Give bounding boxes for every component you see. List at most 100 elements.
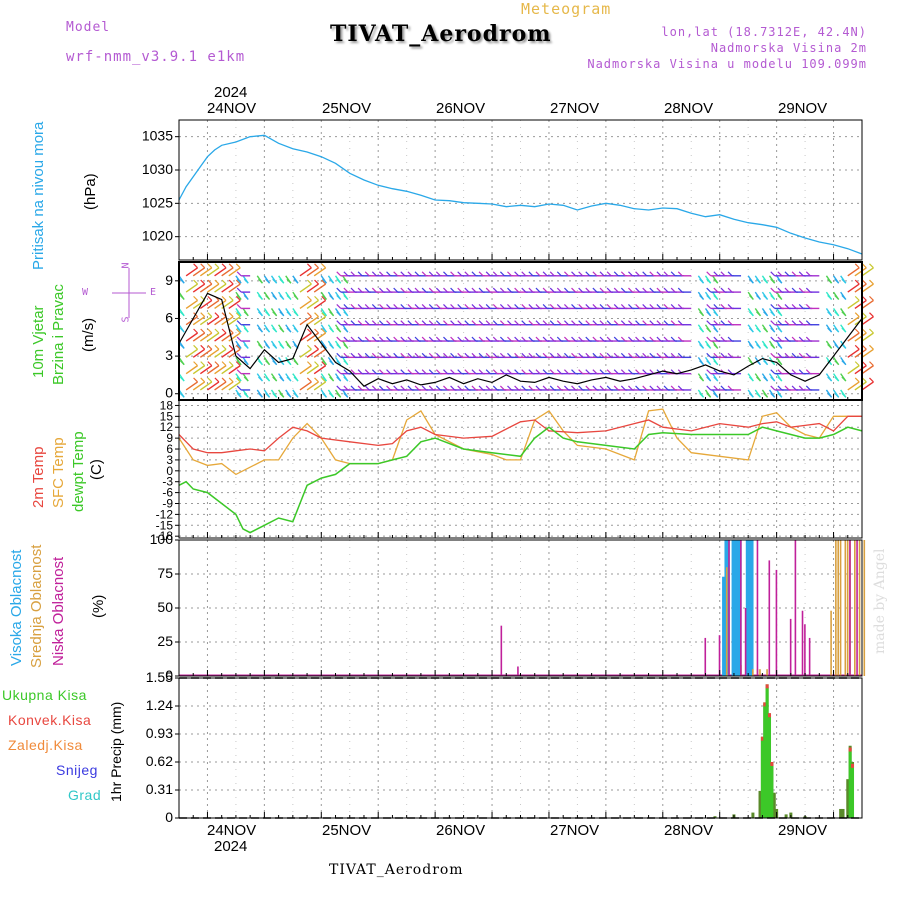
wind-barb-flag [435, 369, 441, 375]
wind-barb-flag [414, 287, 420, 293]
wind-barb-flag [713, 287, 719, 293]
wind-barb [214, 381, 227, 391]
wind-barb-flag [443, 385, 448, 391]
wind-barb-flag [236, 360, 242, 366]
top-day-label: 29NOV [778, 100, 828, 117]
wind-barb [228, 316, 241, 326]
wind-barb-flag [478, 320, 484, 326]
wind-barb-flag [528, 369, 534, 375]
wind-barb-flag [854, 263, 860, 269]
wind-barb-flag [635, 271, 640, 277]
wind-barb-flag [613, 303, 619, 309]
wind-barb-flag [542, 271, 548, 277]
precip-total-bar [713, 816, 717, 818]
wind-barb-flag [336, 385, 342, 391]
wind-barb-flag [235, 344, 241, 350]
product-label: Meteogram [521, 0, 612, 18]
wind-barb [185, 299, 198, 309]
wind-barb-flag [556, 352, 562, 358]
wind-barb-flag [379, 303, 384, 309]
wind-barb-flag [549, 369, 555, 375]
wind-barb-flag [336, 352, 342, 358]
wind-barb-flag [606, 352, 612, 358]
wind-barb-flag [314, 377, 319, 383]
wind-barb-flag [236, 343, 242, 349]
wind-barb [299, 299, 312, 309]
wind-barb-flag [414, 303, 420, 309]
wind-barb [199, 267, 213, 277]
wind-barb-flag [535, 385, 541, 391]
wind-barb-flag [228, 295, 234, 301]
wind-barb-flag [620, 287, 626, 293]
wind-barb-flag [798, 336, 804, 342]
compass-e: E [150, 287, 157, 298]
wind-barb-flag [393, 271, 399, 277]
wind-barb [214, 332, 227, 342]
wind-barb-flag [549, 271, 555, 277]
wind-barb-flag [791, 369, 797, 375]
wind-barb-flag [221, 279, 227, 285]
wind-barb-flag [549, 303, 555, 309]
wind-barb-flag [834, 311, 840, 317]
wind-barb-flag [791, 271, 797, 277]
wind-barb-flag [400, 336, 406, 342]
wind-barb-flag [179, 360, 185, 366]
cloud-mid-bar [839, 540, 842, 676]
wind-barb-flag [457, 369, 463, 375]
wind-barb-flag [485, 271, 491, 277]
wind-barb-flag [834, 327, 840, 333]
legend-conv-rain: Konvek.Kisa [8, 712, 92, 728]
wind-barb-flag [343, 336, 349, 342]
wind-barb-flag [854, 279, 860, 285]
wind-barb-flag [221, 328, 227, 334]
wind-barb-flag [763, 376, 768, 382]
cloud-mid-bar [759, 669, 761, 676]
wind-barb-flag [235, 295, 241, 301]
wind-barb-flag [827, 311, 833, 317]
wind-barb-flag [279, 295, 285, 300]
wind-barb-flag [635, 369, 640, 375]
wind-barb-flag [854, 328, 860, 334]
wind-barb-flag [706, 271, 712, 277]
wind-barb-flag [563, 369, 569, 375]
wind-barb-flag [585, 352, 591, 358]
wind-barb-flag [207, 344, 213, 350]
wind-barb-flag [763, 327, 768, 333]
wind-barb-flag [656, 352, 662, 358]
bottom-year-label: 2024 [214, 838, 248, 855]
y-tick-label: 3 [166, 453, 173, 467]
wind-barb-flag [663, 336, 669, 342]
y-tick-label: 0 [165, 809, 173, 825]
wind-barb-flag [379, 271, 384, 277]
wind-barb-flag [514, 271, 520, 277]
wind-barb-flag [336, 360, 342, 366]
wind-barb-flag [620, 303, 626, 309]
wind-barb-flag [578, 352, 584, 358]
wind-barb-flag [770, 352, 776, 358]
wind-barb-flag [265, 360, 270, 366]
cloud-low-bar [849, 540, 851, 676]
wind-barb-flag [663, 385, 669, 391]
wind-barb-flag [379, 369, 384, 375]
cloud-high-bar [745, 540, 749, 676]
wind-barb-flag [435, 352, 441, 358]
wind-barb-flag [784, 336, 790, 342]
wind-barb [306, 332, 319, 342]
wind-barb [861, 267, 874, 277]
wind-barb-flag [286, 311, 292, 317]
y-tick-label: -18 [156, 529, 174, 543]
wind-barb-flag [706, 327, 712, 333]
wind-barb-flag [214, 377, 220, 383]
wind-barb-flag [492, 287, 498, 293]
wind-barb [221, 381, 234, 391]
wind-barb [861, 316, 874, 326]
cloud-mid-bar [846, 540, 849, 676]
page-title: TIVAT_Aerodrom [330, 21, 552, 47]
wind-barb-flag [428, 303, 434, 309]
precip-total-bar [758, 790, 762, 818]
y-tick-label: 6 [166, 442, 173, 456]
wind-barb-flag [869, 312, 874, 318]
wind-barb-flag [748, 278, 754, 284]
wind-barb-flag [670, 271, 676, 277]
wind-barb-flag [207, 361, 213, 367]
